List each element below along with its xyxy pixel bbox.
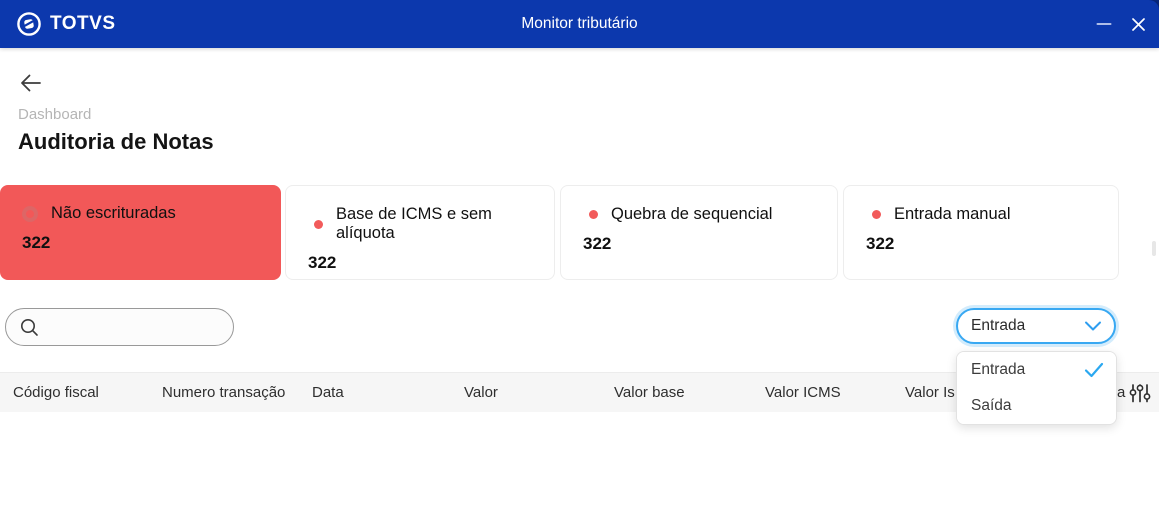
entry-type-dropdown: Entrada Saída bbox=[956, 351, 1117, 425]
card-value: 322 bbox=[308, 253, 337, 272]
column-codigo-fiscal: Código fiscal bbox=[13, 384, 99, 401]
dot-icon bbox=[589, 210, 598, 219]
column-data: Data bbox=[312, 384, 344, 401]
card-label: Não escrituradas bbox=[51, 204, 176, 222]
window-title: Monitor tributário bbox=[521, 15, 638, 32]
option-entrada[interactable]: Entrada bbox=[957, 352, 1116, 388]
titlebar: TOTVS Monitor tributário bbox=[0, 0, 1159, 48]
page-title: Auditoria de Notas bbox=[18, 129, 214, 154]
dot-icon bbox=[314, 219, 323, 229]
carousel-next-hint bbox=[1152, 241, 1156, 256]
card-label: Quebra de sequencial bbox=[611, 205, 773, 223]
option-label: Entrada bbox=[971, 361, 1026, 378]
arrow-left-icon bbox=[18, 72, 48, 94]
sliders-icon bbox=[1129, 383, 1153, 406]
brand-name: TOTVS bbox=[50, 13, 116, 34]
column-valor-is-truncated: Valor Is bbox=[905, 384, 955, 401]
chevron-down-icon bbox=[1084, 320, 1102, 332]
column-valor: Valor bbox=[464, 384, 498, 401]
card-value: 322 bbox=[22, 233, 51, 252]
brand-logo: TOTVS bbox=[16, 11, 116, 37]
select-value: Entrada bbox=[971, 317, 1026, 334]
card-base-icms-sem-aliquota[interactable]: Base de ICMS e sem alíquota 322 bbox=[285, 185, 555, 280]
totvs-logo-icon bbox=[16, 11, 42, 37]
option-saida[interactable]: Saída bbox=[957, 388, 1116, 424]
check-icon bbox=[1084, 362, 1104, 378]
card-value: 322 bbox=[583, 234, 612, 253]
card-nao-escrituradas[interactable]: Não escrituradas 322 bbox=[0, 185, 281, 280]
entry-type-select[interactable]: Entrada bbox=[956, 308, 1116, 344]
column-numero-transacao: Numero transação bbox=[162, 384, 286, 401]
column-valor-base: Valor base bbox=[614, 384, 685, 401]
option-label: Saída bbox=[971, 397, 1012, 414]
card-quebra-de-sequencial[interactable]: Quebra de sequencial 322 bbox=[560, 185, 838, 280]
minimize-button[interactable] bbox=[1087, 0, 1121, 48]
close-button[interactable] bbox=[1121, 0, 1155, 48]
card-label: Entrada manual bbox=[894, 205, 1011, 223]
breadcrumb: Dashboard bbox=[18, 106, 92, 123]
card-entrada-manual[interactable]: Entrada manual 322 bbox=[843, 185, 1119, 280]
column-valor-icms: Valor ICMS bbox=[765, 384, 841, 401]
back-button[interactable] bbox=[18, 70, 48, 96]
dot-icon bbox=[872, 210, 881, 219]
search-box bbox=[5, 308, 234, 346]
ring-icon bbox=[22, 205, 38, 222]
table-filter-button[interactable] bbox=[1129, 382, 1153, 406]
card-label: Base de ICMS e sem alíquota bbox=[336, 205, 492, 242]
minus-icon bbox=[1096, 16, 1112, 32]
x-icon bbox=[1131, 17, 1146, 32]
search-input[interactable] bbox=[40, 318, 233, 336]
card-value: 322 bbox=[866, 234, 895, 253]
search-icon bbox=[6, 317, 40, 338]
